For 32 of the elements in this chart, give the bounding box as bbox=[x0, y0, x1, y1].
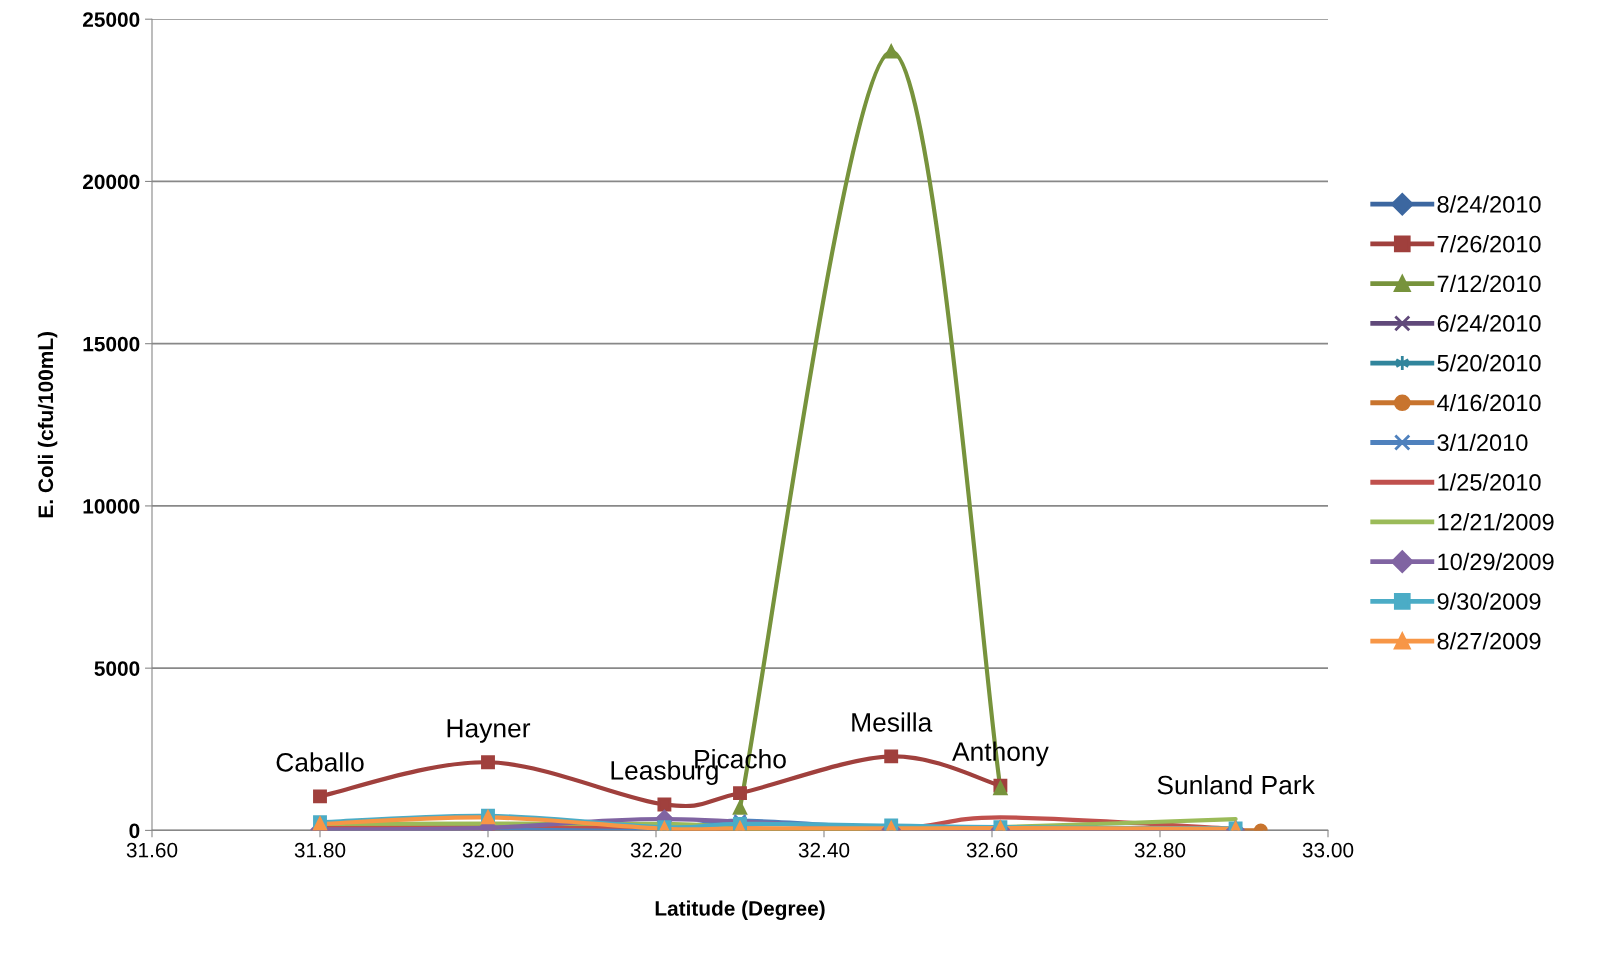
annotation: Hayner bbox=[447, 719, 531, 743]
legend-label: 8/24/2010 bbox=[1437, 195, 1541, 213]
x-tick-label: 32.80 bbox=[1134, 842, 1186, 858]
annotation: Caballo bbox=[276, 752, 364, 772]
y-tick-label: 20000 bbox=[82, 174, 140, 190]
y-tick-label: 25000 bbox=[82, 12, 140, 27]
legend-label: 8/27/2009 bbox=[1437, 632, 1541, 650]
y-tick-label: 10000 bbox=[83, 498, 140, 514]
x-tick-label: 33.00 bbox=[1302, 842, 1354, 858]
x-axis-title: Latitude (Degree) bbox=[655, 900, 825, 921]
y-tick-label: 0 bbox=[129, 823, 140, 839]
y-axis-title: E. Coli (cfu/100mL) bbox=[37, 332, 58, 518]
legend-label: 10/29/2009 bbox=[1438, 552, 1554, 571]
legend-label: 5/20/2010 bbox=[1437, 354, 1541, 372]
x-tick-label: 31.60 bbox=[126, 842, 178, 858]
legend-label: 4/16/2010 bbox=[1437, 393, 1541, 412]
annotation: Mesilla bbox=[852, 712, 933, 732]
annotation: Sunland Park bbox=[1157, 775, 1315, 795]
x-tick-label: 32.40 bbox=[798, 842, 850, 858]
legend-label: 7/12/2010 bbox=[1437, 274, 1541, 293]
legend-label: 12/21/2009 bbox=[1438, 513, 1554, 531]
legend-label: 9/30/2009 bbox=[1437, 592, 1541, 610]
legend-label: 7/26/2010 bbox=[1437, 235, 1541, 253]
legend-label: 6/24/2010 bbox=[1437, 314, 1541, 332]
x-tick-label: 32.00 bbox=[462, 842, 514, 858]
y-tick-label: 15000 bbox=[83, 336, 140, 352]
x-tick-label: 32.20 bbox=[630, 842, 682, 858]
legend-label: 3/1/2010 bbox=[1437, 433, 1528, 451]
y-tick-label: 5000 bbox=[94, 661, 140, 676]
x-tick-label: 31.80 bbox=[294, 842, 346, 858]
legend-label: 1/25/2010 bbox=[1438, 473, 1541, 491]
x-tick-label: 32.60 bbox=[966, 842, 1018, 858]
